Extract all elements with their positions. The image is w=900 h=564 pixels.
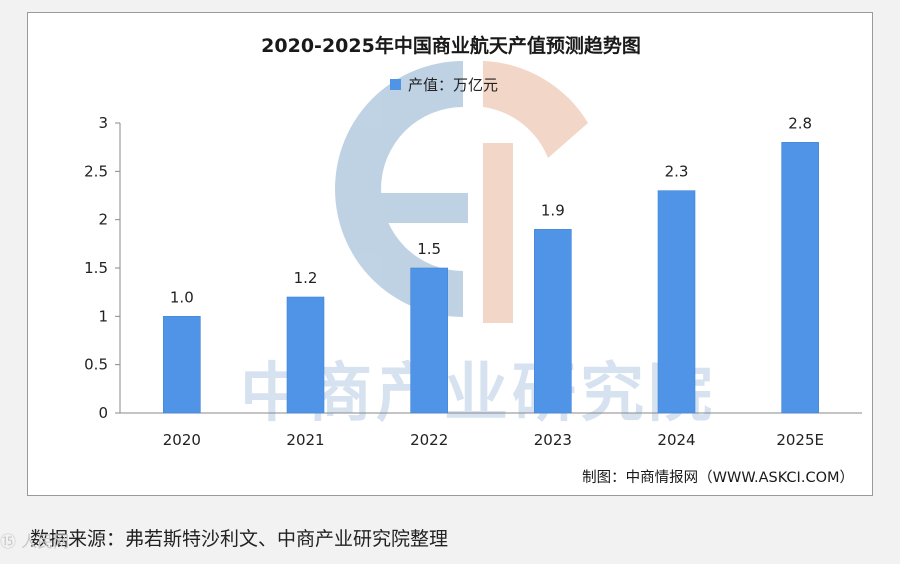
legend-label: 产值：万亿元 [408, 76, 498, 94]
data-label-2021: 1.2 [294, 269, 318, 287]
y-tick-label: 0 [98, 404, 108, 422]
y-tick-label: 2 [98, 211, 108, 229]
y-tick-label: 2.5 [84, 162, 108, 180]
x-tick-label-2024: 2024 [657, 431, 695, 449]
legend: 产值：万亿元 [390, 76, 498, 94]
data-label-2025E: 2.8 [788, 114, 812, 132]
x-tick-label-2022: 2022 [410, 431, 448, 449]
chart-svg: 中商产业研究院 2020-2025年中国商业航天产值预测趋势图 产值：万亿元 0… [84, 34, 862, 486]
x-tick-label-2021: 2021 [286, 431, 324, 449]
chart-credit: 制图：中商情报网（WWW.ASKCI.COM） [582, 469, 854, 486]
watermark-logo [335, 61, 588, 323]
y-tick-label: 0.5 [84, 356, 108, 374]
bar-2020 [163, 316, 201, 414]
chart-frame: 中商产业研究院 2020-2025年中国商业航天产值预测趋势图 产值：万亿元 0… [27, 12, 873, 496]
watermark-logo-blue-bar [373, 193, 468, 223]
data-label-2022: 1.5 [417, 240, 441, 258]
bar-2021 [286, 296, 325, 414]
x-tick-label-2023: 2023 [534, 431, 572, 449]
bar-2022 [410, 267, 448, 414]
corner-watermark: ⑮ 人民网 [0, 532, 70, 551]
bar-2023 [534, 229, 572, 414]
x-tick-group: 2020 2021 2022 2023 2024 2025E [163, 431, 824, 449]
bar-group: 1.0 1.2 1.5 1.9 2.3 2.8 [163, 114, 819, 414]
source-note: 数据来源：弗若斯特沙利文、中商产业研究院整理 [30, 528, 449, 550]
x-tick-label-2025E: 2025E [776, 431, 824, 449]
bar-2024 [657, 190, 696, 414]
watermark-logo-orange-stem [483, 143, 513, 323]
chart-title: 2020-2025年中国商业航天产值预测趋势图 [261, 34, 641, 57]
watermark-logo-blue-arc [335, 61, 463, 317]
watermark-logo-orange-arc [483, 61, 588, 158]
data-label-2020: 1.0 [170, 288, 194, 306]
y-tick-group: 0 0.5 1 1.5 2 2.5 3 [84, 114, 120, 422]
legend-swatch [390, 79, 401, 90]
data-label-2024: 2.3 [665, 163, 689, 181]
x-tick-label-2020: 2020 [163, 431, 201, 449]
y-tick-label: 1.5 [84, 259, 108, 277]
data-label-2023: 1.9 [541, 201, 565, 219]
bar-2025E [781, 142, 819, 414]
y-tick-label: 3 [98, 114, 108, 132]
y-tick-label: 1 [98, 307, 108, 325]
